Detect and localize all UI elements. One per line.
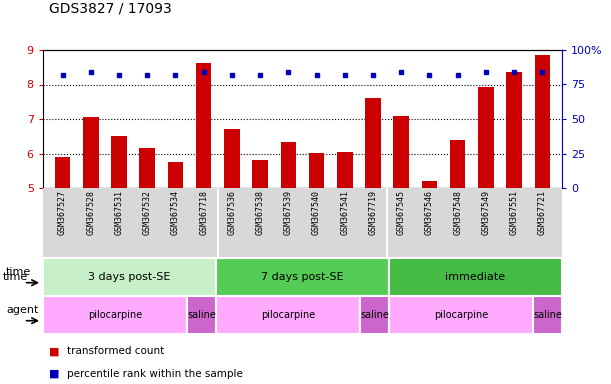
Text: saline: saline [187, 310, 216, 320]
Text: GSM367721: GSM367721 [538, 190, 547, 235]
Text: GSM367548: GSM367548 [453, 190, 462, 235]
Text: ■: ■ [49, 346, 59, 356]
Text: agent: agent [6, 305, 38, 315]
Bar [187, 296, 216, 334]
Text: immediate: immediate [445, 272, 506, 282]
Text: GSM367534: GSM367534 [171, 190, 180, 235]
Bar [139, 148, 155, 188]
Text: 7 days post-SE: 7 days post-SE [261, 272, 344, 282]
Bar [337, 152, 353, 188]
Bar [196, 63, 211, 188]
Text: GSM367540: GSM367540 [312, 190, 321, 235]
Bar [224, 129, 240, 188]
Bar [422, 181, 437, 188]
Bar [43, 258, 216, 296]
Text: pilocarpine: pilocarpine [261, 310, 315, 320]
Bar [280, 142, 296, 188]
Text: GSM367538: GSM367538 [255, 190, 265, 235]
Bar [360, 296, 389, 334]
Text: GSM367539: GSM367539 [284, 190, 293, 235]
Text: pilocarpine: pilocarpine [434, 310, 488, 320]
Text: time: time [6, 267, 32, 277]
Bar [216, 258, 389, 296]
Bar [393, 116, 409, 188]
Text: GSM367531: GSM367531 [114, 190, 123, 235]
Text: 3 days post-SE: 3 days post-SE [88, 272, 170, 282]
Bar [83, 117, 98, 188]
Bar [55, 157, 70, 188]
Bar [450, 141, 466, 188]
Text: GSM367719: GSM367719 [368, 190, 378, 235]
Text: saline: saline [360, 310, 389, 320]
Text: GSM367536: GSM367536 [227, 190, 236, 235]
Text: GDS3827 / 17093: GDS3827 / 17093 [49, 2, 172, 16]
Text: GSM367527: GSM367527 [58, 190, 67, 235]
Text: GSM367545: GSM367545 [397, 190, 406, 235]
Text: GSM367528: GSM367528 [86, 190, 95, 235]
Bar [43, 296, 187, 334]
Bar [533, 296, 562, 334]
Bar [309, 153, 324, 188]
Text: GSM367549: GSM367549 [481, 190, 491, 235]
Text: GSM367718: GSM367718 [199, 190, 208, 235]
Text: transformed count: transformed count [67, 346, 164, 356]
Text: GSM367532: GSM367532 [143, 190, 152, 235]
Text: ■: ■ [49, 369, 59, 379]
Text: GSM367546: GSM367546 [425, 190, 434, 235]
Text: saline: saline [533, 310, 562, 320]
Text: GSM367541: GSM367541 [340, 190, 349, 235]
Bar [507, 73, 522, 188]
Bar [252, 160, 268, 188]
Text: GSM367551: GSM367551 [510, 190, 519, 235]
Text: time: time [3, 272, 28, 282]
Bar [389, 296, 533, 334]
Text: percentile rank within the sample: percentile rank within the sample [67, 369, 243, 379]
Bar [478, 87, 494, 188]
Bar [365, 98, 381, 188]
Text: pilocarpine: pilocarpine [88, 310, 142, 320]
Bar [389, 258, 562, 296]
Bar [167, 162, 183, 188]
Bar [111, 136, 126, 188]
Bar [535, 55, 550, 188]
Bar [216, 296, 360, 334]
